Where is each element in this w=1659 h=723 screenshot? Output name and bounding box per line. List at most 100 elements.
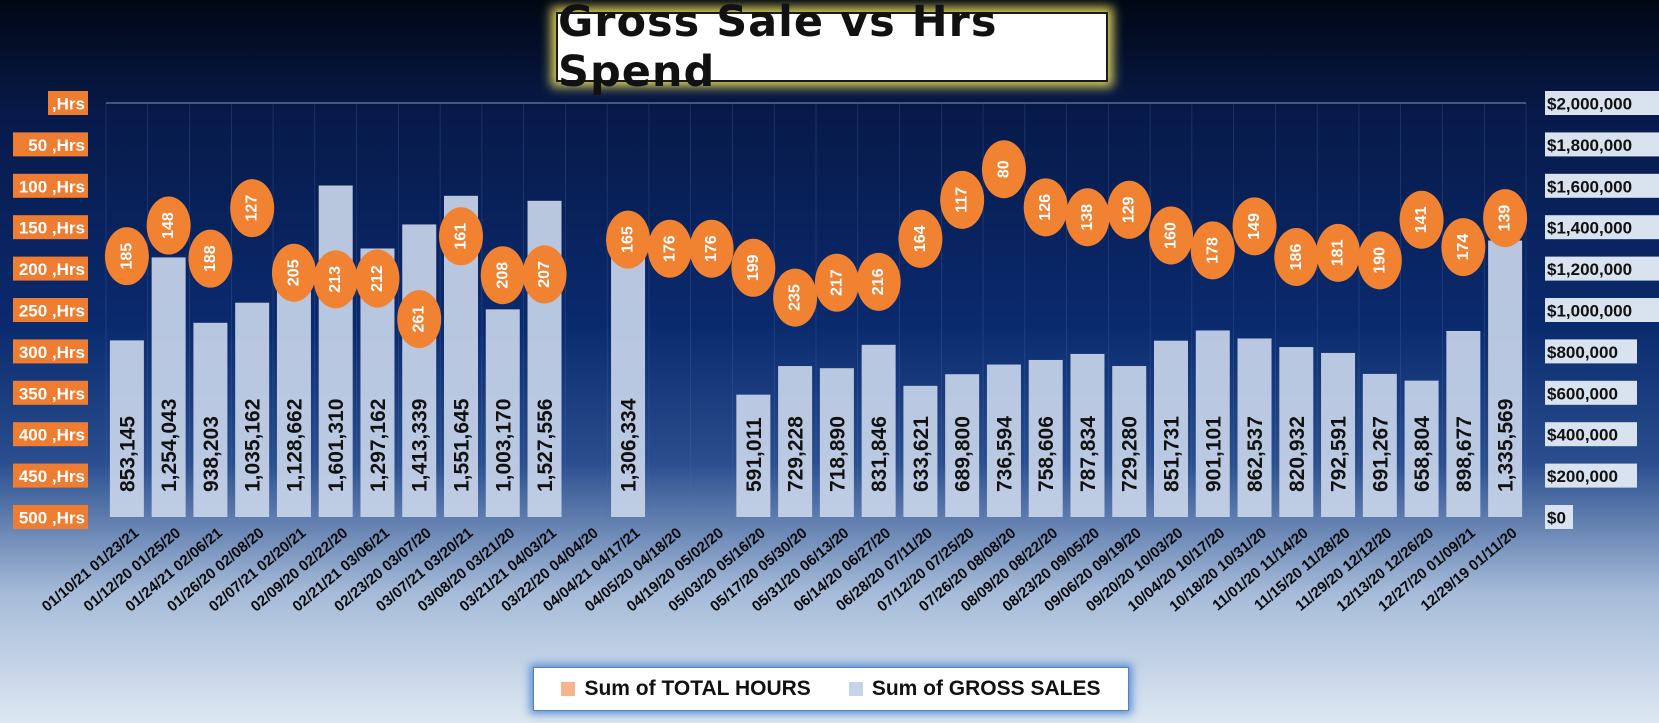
left-tick-label: 400 ,Hrs [19,426,85,445]
sales-bar [736,394,771,517]
sales-value-label: 1,035,162 [242,399,265,492]
right-tick-label: $600,000 [1547,384,1618,403]
left-tick-box [48,91,88,115]
sales-value-label: 758,606 [1035,416,1058,492]
right-tick-label: $400,000 [1547,426,1618,445]
hours-value-label: 216 [870,268,887,295]
hours-marker [230,179,275,238]
hours-marker [271,243,316,302]
sales-value-label: 1,306,334 [618,398,641,492]
sales-value-label: 1,601,310 [325,399,348,492]
hours-value-label: 161 [453,223,470,250]
right-tick-box [1545,463,1637,488]
sales-bar [193,322,228,517]
left-tick-label: 200 ,Hrs [19,260,85,279]
right-tick-label: $800,000 [1547,343,1618,362]
sales-bar [1237,338,1272,517]
sales-value-label: 736,594 [993,416,1016,492]
sales-value-label: 1,297,162 [367,399,390,492]
hours-marker [104,227,149,286]
hours-value-label: 165 [620,226,637,253]
hours-value-label: 139 [1497,205,1514,232]
hours-value-label: 261 [411,306,428,333]
right-tick-box [1545,132,1659,157]
sales-bar [1321,352,1356,517]
hours-marker [1149,206,1193,265]
sales-bar [945,374,980,517]
right-tick-label: $0 [1547,509,1566,528]
hours-markers: 185 148 188 127 205 213 212 261 161 208 207 165 176 1… [104,140,1528,349]
left-axis: ,Hrs 50 ,Hrs 100 ,Hrs 150 ,Hrs 200 ,Hrs 250 ,… [13,91,88,529]
sales-value-label: 1,335,569 [1495,399,1518,492]
sales-bar [109,340,144,517]
left-tick-label: 250 ,Hrs [19,302,85,321]
hours-value-label: 235 [787,284,804,311]
hours-value-label: 160 [1163,222,1180,249]
hours-marker [1399,190,1444,249]
hours-marker [355,249,400,308]
legend-item-hours[interactable]: Sum of TOTAL HOURS [561,677,811,701]
sales-bar [1362,373,1397,517]
left-tick-label: 300 ,Hrs [19,343,85,362]
legend-label-sales: Sum of GROSS SALES [871,677,1101,700]
hours-marker [898,209,943,268]
hours-value-label: 186 [1288,244,1305,271]
hours-marker [940,170,985,229]
hours-marker [1232,197,1277,256]
hours-value-label: 190 [1371,247,1388,274]
left-tick-box [13,215,88,240]
sales-value-label: 633,621 [910,416,933,492]
right-tick-box [1545,256,1659,281]
hours-marker [814,253,859,312]
hours-value-label: 126 [1037,194,1054,221]
left-tick-box [13,380,88,405]
hours-marker [188,229,233,288]
right-tick-label: $1,200,000 [1547,260,1632,279]
hours-marker [1483,189,1528,248]
hours-marker [731,238,776,297]
sales-value-label: 729,280 [1119,416,1142,492]
right-tick-label: $1,400,000 [1547,219,1632,238]
right-tick-box [1545,173,1659,198]
sales-value-label: 1,254,043 [158,399,181,492]
chart-title: Gross Sale vs Hrs Spend [558,0,998,97]
right-tick-box [1545,339,1637,364]
hours-value-label: 176 [661,235,678,262]
legend-swatch-sales [848,682,863,696]
hours-value-label: 188 [202,245,219,272]
hours-marker [439,207,483,266]
hours-marker [1441,218,1486,277]
sales-value-label: 1,413,339 [409,399,432,492]
hours-value-label: 80 [995,160,1012,178]
sales-bar [1070,353,1105,517]
sales-value-label: 1,527,556 [534,399,557,492]
sales-bar [986,364,1021,517]
sales-value-label: 831,846 [868,416,891,492]
sales-bar [778,366,813,517]
chart-title-box: Gross Sale vs Hrs Spend [556,0,1108,97]
sales-value-label: 862,537 [1244,416,1267,492]
legend-swatch-hours [561,682,576,696]
legend-item-sales[interactable]: Sum of GROSS SALES [848,677,1101,701]
sales-value-label: 1,128,662 [283,399,306,492]
hours-marker [981,140,1026,199]
hours-value-label: 138 [1079,204,1096,231]
hours-marker [397,290,442,349]
sales-value-label: 729,228 [785,416,808,492]
sales-value-label: 1,003,170 [492,399,515,492]
hours-marker [1065,188,1110,247]
right-tick-label: $1,800,000 [1547,136,1632,155]
right-tick-box [1545,422,1637,447]
hours-value-label: 199 [745,254,762,281]
left-tick-label: 350 ,Hrs [19,384,85,403]
sales-value-label: 689,800 [952,416,975,492]
sales-bar [1446,330,1481,517]
right-tick-label: $200,000 [1547,467,1618,486]
hours-value-label: 129 [1121,196,1138,223]
sales-bar [819,368,854,517]
sales-value-label: 820,932 [1286,416,1309,492]
hours-marker [1316,223,1361,282]
sales-value-label: 792,591 [1328,416,1351,492]
hours-marker [689,219,734,278]
